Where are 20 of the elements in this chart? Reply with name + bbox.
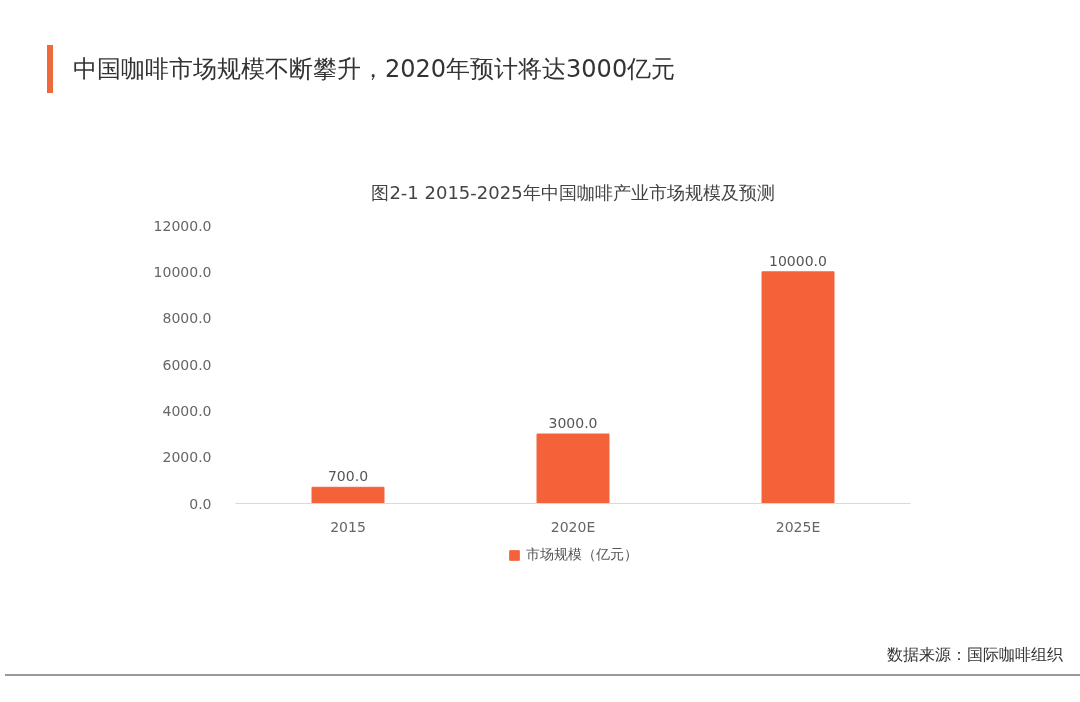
x-tick-label: 2015: [330, 518, 366, 535]
bar: [761, 271, 835, 504]
x-tick-label: 2025E: [775, 518, 821, 535]
chart-subtitle: 图2-1 2015-2025年中国咖啡产业市场规模及预测: [371, 181, 775, 203]
y-tick-label: 8000.0: [162, 310, 212, 327]
y-tick-label: 10000.0: [153, 263, 212, 280]
bar: [311, 486, 385, 504]
y-tick-label: 12000.0: [153, 217, 212, 234]
y-tick-label: 2000.0: [162, 449, 212, 466]
legend-label: 市场规模（亿元）: [525, 546, 638, 564]
y-tick-label: 6000.0: [162, 356, 212, 373]
data-label: 700.0: [327, 468, 369, 485]
data-label: 10000.0: [769, 252, 827, 269]
y-tick-label: 0.0: [189, 495, 212, 512]
y-tick-label: 4000.0: [162, 402, 212, 419]
chart-title: 中国咖啡市场规模不断攀升，2020年预计将达3000亿元: [47, 45, 676, 93]
data-label: 3000.0: [548, 415, 598, 431]
bar: [536, 433, 610, 504]
x-tick-label: 2020E: [550, 518, 596, 535]
source-note: 数据来源：国际咖啡组织: [886, 644, 1064, 666]
